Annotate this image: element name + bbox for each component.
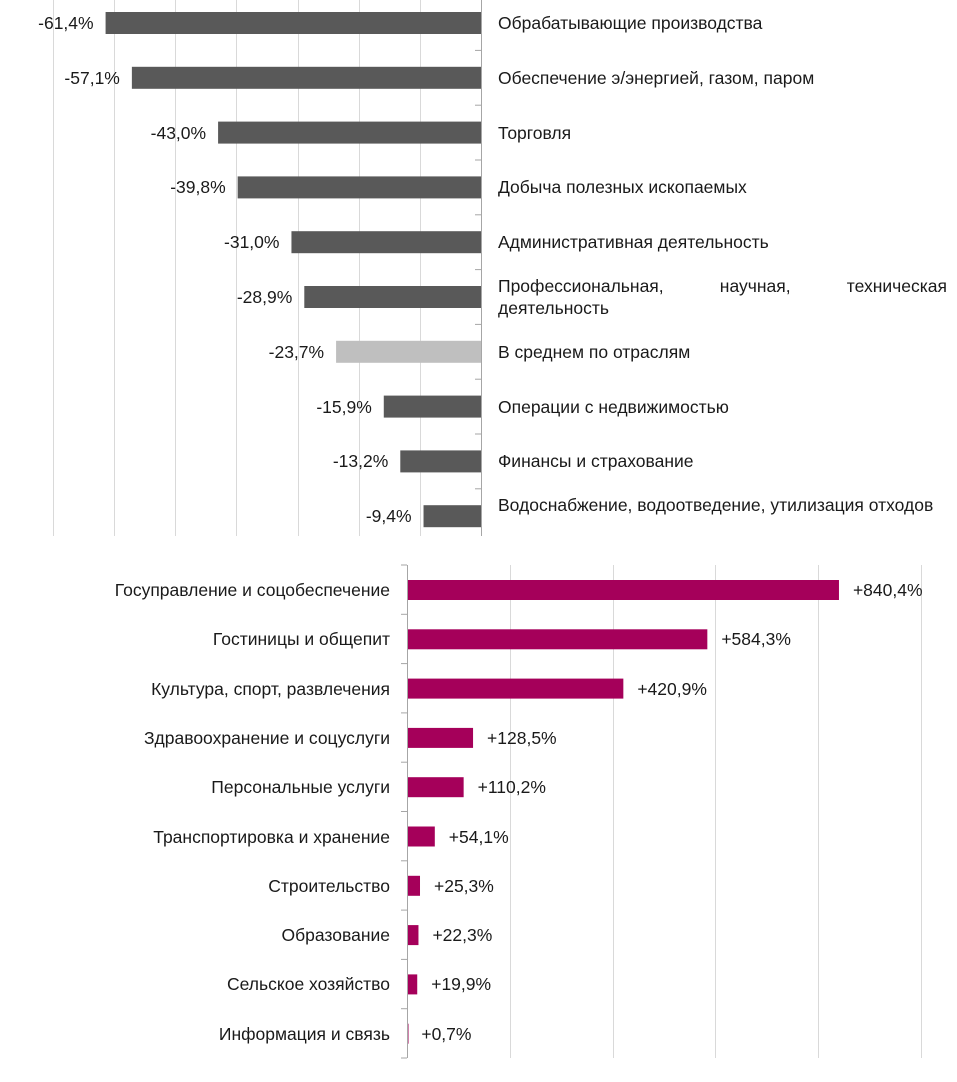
data-label: -61,4% [38,13,94,33]
data-label: -13,2% [332,451,389,472]
data-label: +840,4% [852,580,923,600]
data-label: -23,7% [268,341,325,362]
bar [131,66,482,89]
bar [291,231,481,254]
bar [383,395,481,418]
category-label: Профессиональная, научная, техническая д… [498,276,947,318]
data-label: -57,1% [64,67,120,88]
data-label: +420,9% [637,678,707,699]
category-label: Операции с недвижимостью [498,396,729,417]
bar [407,925,419,946]
category-label: Финансы и страхование [498,451,694,472]
data-label: +19,9% [431,974,492,995]
data-label: +54,1% [448,826,509,847]
category-label: Транспортировка и хранение [153,826,390,847]
bar [407,875,421,896]
bar [105,12,481,34]
decline-chart: -61,4% Обрабатывающие производства -57,1% О… [0,0,957,536]
bar [218,121,482,144]
category-label: Обеспечение э/энергией, газом, паром [498,67,815,88]
bar [407,727,474,748]
category-label: Сельское хозяйство [226,974,390,995]
data-label: -15,9% [316,396,372,417]
bar [400,450,481,473]
bar [407,826,435,847]
bar [407,974,418,995]
category-label: Персональные услуги [211,777,390,798]
data-label: +0,7% [421,1023,472,1044]
bar [336,340,481,363]
category-label: Гостиницы и общепит [212,629,390,650]
bar [407,580,839,600]
growth-chart: +840,4% Госуправление и соцобеспечение +58… [0,560,957,1082]
data-label: -9,4% [365,506,412,527]
category-label: Строительство [268,875,390,896]
category-label: Обрабатывающие производства [498,13,763,33]
bar [423,505,481,528]
category-label: Административная деятельность [498,232,769,253]
bar [304,286,481,308]
data-label: -31,0% [224,232,280,253]
category-label: Культура, спорт, развлечения [151,678,390,699]
bar [407,629,708,650]
category-label: Водоснабжение, водоотведение, утилизация… [498,495,934,516]
data-label: -39,8% [170,177,226,198]
category-label: Информация и связь [218,1023,390,1044]
data-label: -43,0% [150,122,207,143]
data-label: +584,3% [721,629,791,650]
category-label: Добыча полезных ископаемых [498,177,747,198]
category-label: Госуправление и соцобеспечение [114,580,390,600]
category-label: Образование [281,925,390,946]
category-label: Здравоохранение и соцуслуги [143,727,390,748]
data-label: +110,2% [477,777,546,798]
bar [237,176,481,199]
category-label: Торговля [498,122,572,143]
data-label: +25,3% [434,875,494,896]
bar [407,777,464,798]
data-label: +22,3% [432,925,493,946]
data-label: -28,9% [236,287,293,307]
bar [407,678,624,699]
category-label: В среднем по отраслям [498,341,691,362]
data-label: +128,5% [487,727,557,748]
